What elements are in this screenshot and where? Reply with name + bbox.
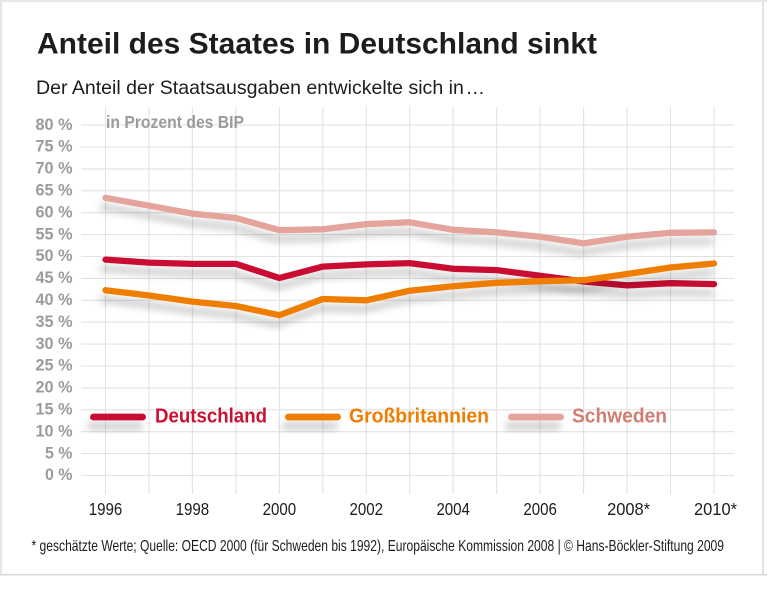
- svg-text:10 %: 10 %: [36, 421, 73, 440]
- svg-text:Schweden: Schweden: [572, 405, 667, 428]
- svg-text:50 %: 50 %: [36, 246, 73, 265]
- svg-text:2010*: 2010*: [694, 499, 737, 519]
- svg-text:45 %: 45 %: [36, 268, 73, 287]
- svg-text:70 %: 70 %: [36, 159, 73, 178]
- svg-text:Deutschland: Deutschland: [155, 405, 267, 428]
- svg-text:30 %: 30 %: [36, 334, 73, 353]
- svg-text:20 %: 20 %: [36, 378, 73, 397]
- svg-text:in Prozent des BIP: in Prozent des BIP: [106, 112, 244, 132]
- svg-text:2006: 2006: [523, 499, 557, 519]
- svg-text:2000: 2000: [263, 499, 297, 519]
- svg-text:65 %: 65 %: [36, 181, 73, 200]
- svg-text:55 %: 55 %: [36, 224, 73, 243]
- svg-text:2004: 2004: [436, 499, 470, 519]
- svg-text:35 %: 35 %: [36, 312, 73, 331]
- svg-text:* geschätzte Werte; Quelle: OE: * geschätzte Werte; Quelle: OECD 2000 (f…: [32, 538, 725, 555]
- svg-text:1996: 1996: [89, 499, 123, 519]
- svg-text:40 %: 40 %: [36, 290, 73, 309]
- svg-text:2008*: 2008*: [607, 499, 650, 519]
- svg-text:15 %: 15 %: [36, 400, 73, 419]
- svg-text:5 %: 5 %: [45, 443, 73, 462]
- svg-text:60 %: 60 %: [36, 202, 73, 221]
- svg-text:2002: 2002: [350, 499, 384, 519]
- svg-text:25 %: 25 %: [36, 356, 73, 375]
- svg-text:75 %: 75 %: [36, 137, 73, 156]
- svg-text:80 %: 80 %: [36, 115, 73, 134]
- svg-text:1998: 1998: [176, 499, 210, 519]
- svg-text:Der Anteil der Staatsausgaben: Der Anteil der Staatsausgaben entwickelt…: [36, 77, 485, 99]
- svg-text:Großbritannien: Großbritannien: [349, 405, 489, 428]
- svg-text:0 %: 0 %: [45, 465, 73, 484]
- svg-text:Anteil des Staates in Deutschl: Anteil des Staates in Deutschland sinkt: [37, 28, 597, 61]
